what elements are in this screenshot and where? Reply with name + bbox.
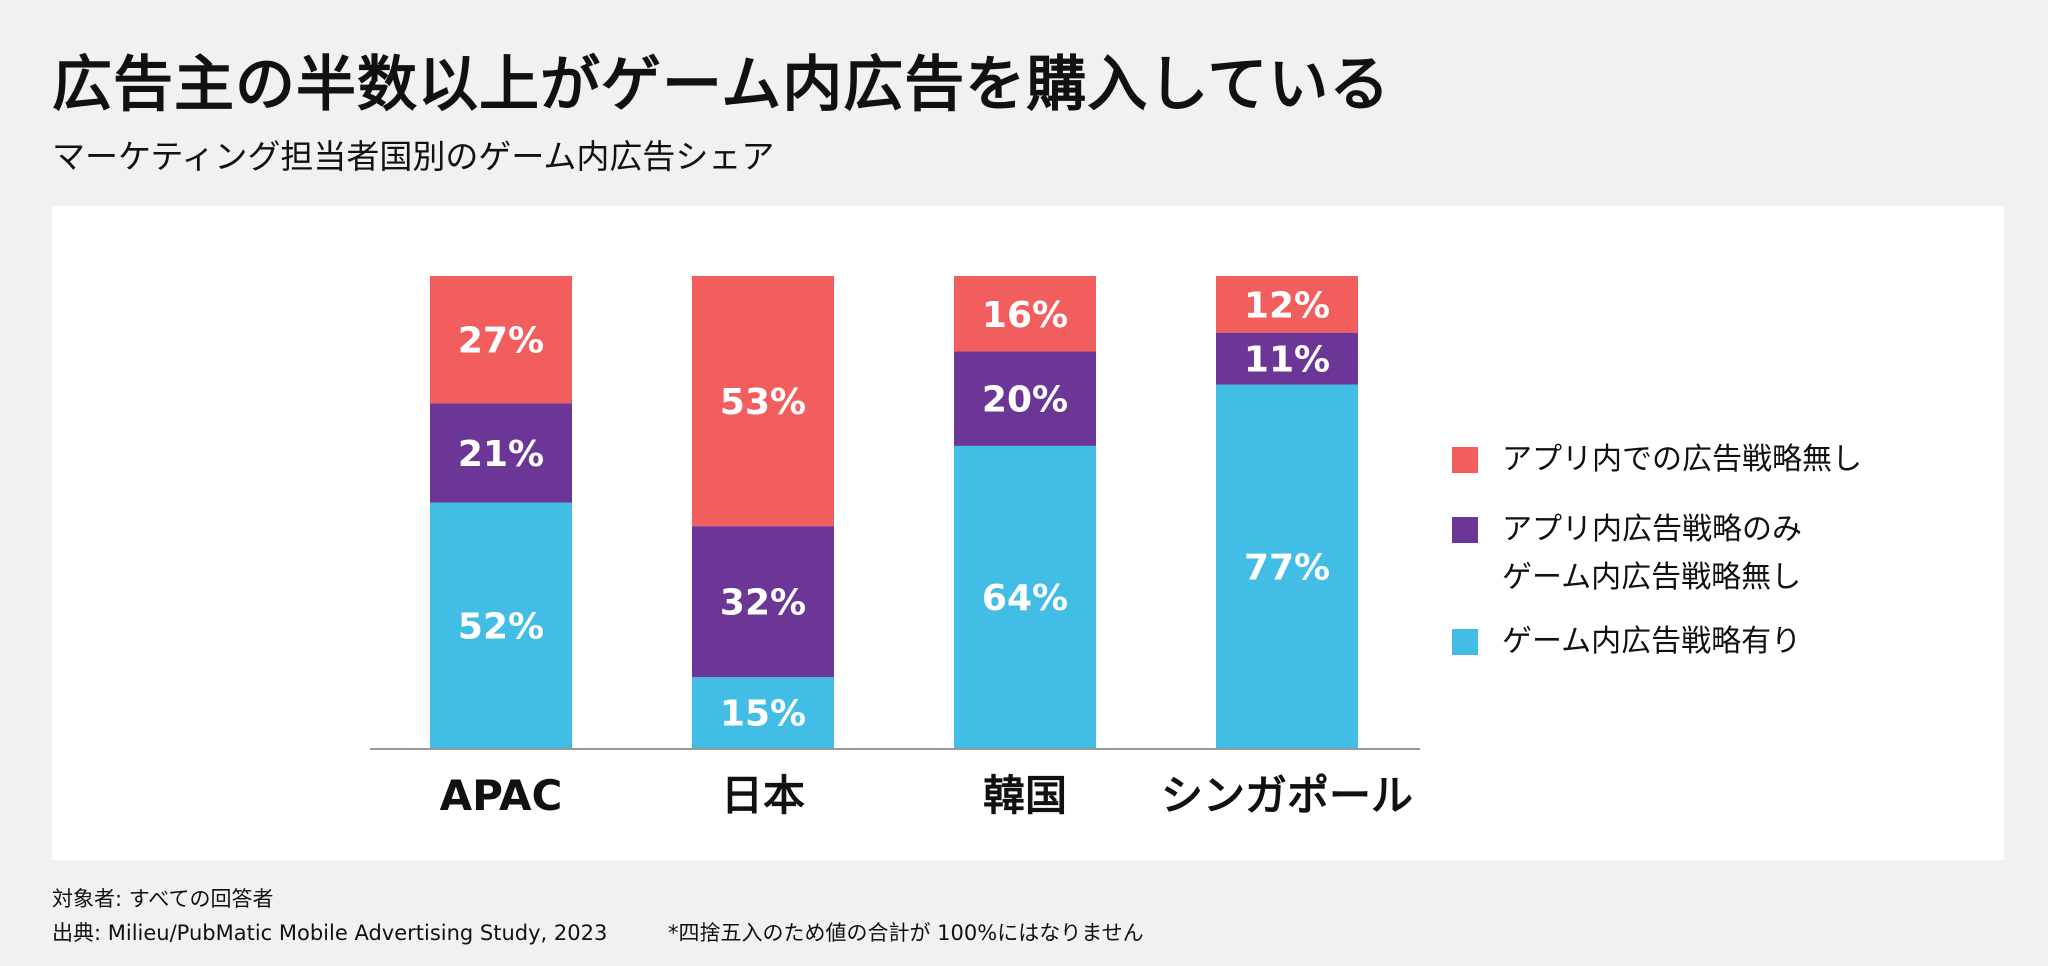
footer-note: *四捨五入のため値の合計が 100%にはなりません [668, 921, 1144, 945]
bar-segment [692, 526, 834, 678]
bar-segment [692, 276, 834, 527]
bar-segment [430, 403, 572, 503]
bar-value-label: 20% [982, 380, 1068, 421]
bar-segment [954, 445, 1096, 748]
footer-info: 対象者: すべての回答者 出典: Milieu/PubMatic Mobile … [52, 882, 607, 950]
category-label: 韓国 [983, 771, 1067, 820]
category-label: APAC [440, 771, 563, 820]
bar-value-label: 77% [1244, 547, 1330, 588]
bar-value-label: 12% [1244, 285, 1330, 326]
bar-value-label: 16% [982, 295, 1068, 336]
bar-segment [1216, 332, 1358, 385]
bar-segment [692, 677, 834, 748]
bar-segment [430, 276, 572, 404]
bar-value-label: 15% [720, 694, 806, 735]
red-square-icon [1452, 447, 1478, 473]
legend-label: ゲーム内広告戦略有り [1502, 624, 1802, 659]
legend-label-line-2: ゲーム内広告戦略無し [1502, 560, 1802, 595]
bar-value-label: 21% [458, 434, 544, 475]
bar-segment [1216, 276, 1358, 333]
chart-panel: 52% 21% 27% APAC 15% 32% 53% 日本 64% 20% 16% 韓国 77% 11… [52, 206, 2004, 860]
bar-value-label: 64% [982, 578, 1068, 619]
purple-square-icon [1452, 517, 1478, 543]
page-title: 広告主の半数以上がゲーム内広告を購入している [52, 50, 1391, 120]
bar-value-label: 52% [458, 606, 544, 647]
bar-segment [430, 502, 572, 748]
legend-label-line-1: アプリ内広告戦略のみ [1502, 512, 1802, 547]
legend-label: アプリ内での広告戦略無し [1502, 442, 1862, 477]
footer-source: 出典: Milieu/PubMatic Mobile Advertising S… [52, 921, 608, 945]
bar-value-label: 27% [458, 321, 544, 362]
bar-segment [954, 276, 1096, 352]
category-label: シンガポール [1161, 771, 1413, 820]
bar-segment [1216, 384, 1358, 748]
blue-square-icon [1452, 629, 1478, 655]
stacked-bar-chart: 52% 21% 27% APAC 15% 32% 53% 日本 64% 20% 16% 韓国 77% 11… [370, 276, 1420, 820]
bar-value-label: 32% [720, 583, 806, 624]
bar-value-label: 53% [720, 382, 806, 423]
category-label: 日本 [721, 771, 805, 820]
footer-target: 対象者: すべての回答者 [52, 887, 274, 911]
bar-value-label: 11% [1244, 340, 1330, 381]
bar-segment [954, 351, 1096, 446]
page-subtitle: マーケティング担当者国別のゲーム内広告シェア [52, 137, 775, 176]
